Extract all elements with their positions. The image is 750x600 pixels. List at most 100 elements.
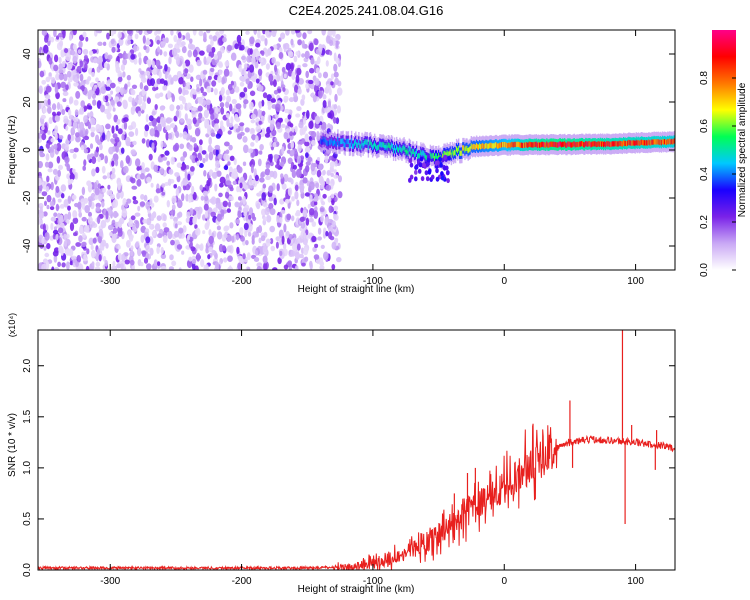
heatmap-cell bbox=[92, 99, 97, 106]
heatmap-cell bbox=[85, 36, 89, 42]
heatmap-cell bbox=[69, 61, 73, 69]
heatmap-cell bbox=[170, 156, 175, 165]
heatmap-cell bbox=[266, 215, 272, 223]
heatmap-cell bbox=[237, 41, 242, 47]
heatmap-cell bbox=[319, 86, 324, 91]
heatmap-cell bbox=[90, 244, 94, 250]
heatmap-cell bbox=[335, 117, 340, 125]
heatmap-cell bbox=[251, 56, 256, 66]
heatmap-cell bbox=[361, 140, 363, 146]
heatmap-cell bbox=[444, 150, 446, 157]
heatmap-cell bbox=[270, 245, 276, 252]
heatmap-cell bbox=[87, 112, 91, 117]
heatmap-cell bbox=[218, 94, 223, 102]
heatmap-cell bbox=[66, 70, 72, 78]
heatmap-cell bbox=[320, 207, 324, 212]
heatmap-cell bbox=[186, 211, 191, 219]
heatmap-cell bbox=[222, 200, 228, 207]
heatmap-cell bbox=[223, 225, 230, 231]
heatmap-cell bbox=[318, 163, 323, 171]
heatmap-cell bbox=[45, 224, 49, 232]
heatmap-cell bbox=[446, 178, 450, 184]
heatmap-cell bbox=[152, 66, 158, 75]
heatmap-cell bbox=[333, 205, 339, 211]
heatmap-cell bbox=[208, 34, 213, 40]
heatmap-cell bbox=[322, 136, 324, 142]
heatmap-cell bbox=[276, 215, 280, 223]
heatmap-cell bbox=[229, 70, 233, 77]
heatmap-cell bbox=[595, 141, 598, 148]
heatmap-cell bbox=[299, 253, 304, 259]
heatmap-cell bbox=[288, 97, 295, 103]
heatmap-cell bbox=[356, 142, 358, 148]
heatmap-cell bbox=[182, 62, 186, 70]
heatmap-cell bbox=[195, 244, 201, 249]
heatmap-cell bbox=[46, 194, 52, 203]
heatmap-cell bbox=[103, 108, 110, 115]
heatmap-cell bbox=[141, 101, 147, 111]
heatmap-cell bbox=[41, 30, 48, 36]
heatmap-cell bbox=[46, 243, 51, 250]
heatmap-cell bbox=[131, 265, 135, 270]
heatmap-cell bbox=[269, 225, 276, 233]
heatmap-cell bbox=[211, 171, 218, 179]
heatmap-cell bbox=[494, 142, 497, 148]
heatmap-cell bbox=[572, 141, 574, 147]
heatmap-cell bbox=[658, 139, 661, 146]
heatmap-cell bbox=[73, 99, 79, 106]
heatmap-cell bbox=[218, 62, 224, 68]
heatmap-cell bbox=[164, 150, 170, 156]
heatmap-cell bbox=[191, 107, 198, 111]
heatmap-cell bbox=[283, 173, 289, 183]
heatmap-cell bbox=[546, 141, 548, 147]
heatmap-cell bbox=[128, 125, 134, 131]
heatmap-cell bbox=[48, 57, 53, 65]
heatmap-cell bbox=[327, 112, 332, 119]
heatmap-cell bbox=[203, 31, 207, 41]
heatmap-cell bbox=[134, 212, 141, 217]
heatmap-cell bbox=[657, 139, 660, 145]
heatmap-cell bbox=[89, 183, 93, 189]
heatmap-cell bbox=[76, 72, 80, 79]
heatmap-cell bbox=[594, 141, 596, 147]
heatmap-cell bbox=[606, 140, 608, 147]
heatmap-cell bbox=[255, 78, 260, 84]
heatmap-cell bbox=[102, 187, 107, 193]
heatmap-cell bbox=[47, 168, 53, 173]
heatmap-cell bbox=[160, 253, 167, 259]
heatmap-cell bbox=[45, 76, 51, 83]
heatmap-cell bbox=[117, 245, 121, 250]
heatmap-cell bbox=[111, 125, 115, 134]
heatmap-cell bbox=[253, 257, 260, 262]
heatmap-cell bbox=[317, 89, 323, 99]
heatmap-cell bbox=[258, 237, 262, 244]
heatmap-cell bbox=[489, 142, 491, 148]
heatmap-cell bbox=[120, 160, 124, 169]
heatmap-cell bbox=[286, 213, 292, 221]
heatmap-cell bbox=[164, 72, 168, 80]
heatmap-cell bbox=[245, 30, 250, 35]
heatmap-cell bbox=[329, 40, 334, 46]
x-tick-label: -100 bbox=[363, 276, 383, 287]
heatmap-cell bbox=[55, 73, 60, 81]
heatmap-cell bbox=[101, 165, 106, 174]
heatmap-cell bbox=[542, 141, 544, 147]
heatmap-cell bbox=[360, 144, 362, 150]
heatmap-cell bbox=[499, 142, 501, 148]
heatmap-cell bbox=[416, 148, 418, 154]
heatmap-cell bbox=[196, 210, 201, 220]
heatmap-cell bbox=[110, 99, 115, 106]
heatmap-cell bbox=[116, 192, 121, 200]
heatmap-cell bbox=[324, 155, 329, 164]
heatmap-cell bbox=[117, 226, 123, 234]
heatmap-cell bbox=[466, 145, 468, 152]
heatmap-cell bbox=[226, 95, 232, 103]
heatmap-cell bbox=[238, 196, 242, 201]
heatmap-cell bbox=[179, 118, 185, 123]
heatmap-cell bbox=[315, 67, 320, 74]
heatmap-cell bbox=[130, 177, 136, 184]
heatmap-cell bbox=[44, 232, 50, 241]
heatmap-cell bbox=[235, 202, 241, 208]
heatmap-cell bbox=[69, 148, 75, 154]
heatmap-cell bbox=[305, 161, 311, 166]
